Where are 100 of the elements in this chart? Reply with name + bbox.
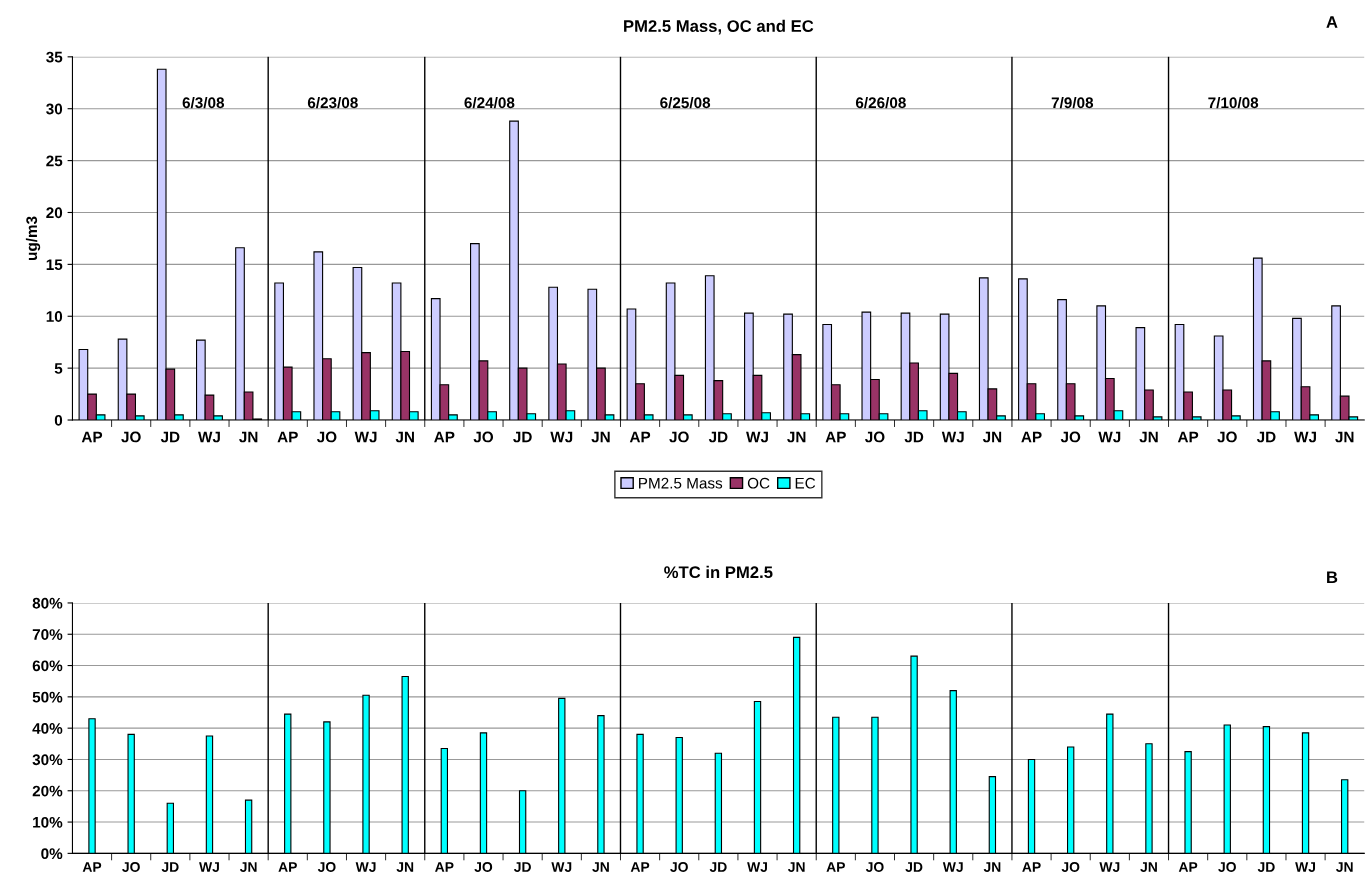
- y-tick-label: 5: [54, 363, 63, 374]
- x-tick-label: WJ: [1294, 431, 1316, 443]
- x-tick-label: JN: [1139, 431, 1158, 443]
- bar: [362, 694, 370, 854]
- x-tick-label: WJ: [941, 431, 964, 443]
- bar: [558, 697, 566, 854]
- y-tick-label: 30: [46, 103, 63, 115]
- x-tick-label: JO: [317, 862, 336, 872]
- legend-label: EC: [795, 477, 816, 489]
- x-tick-label: JO: [1061, 862, 1080, 872]
- x-tick-label: WJ: [355, 862, 376, 872]
- annotation: 6/24/08: [464, 96, 515, 109]
- bar: [871, 716, 879, 854]
- x-tick-label: AP: [434, 431, 455, 443]
- bar: [401, 675, 409, 854]
- x-tick-label: JN: [1335, 431, 1354, 443]
- x-tick-label: JO: [473, 431, 494, 443]
- y-tick-label: 60%: [32, 660, 63, 672]
- y-tick-label: 70%: [32, 629, 63, 640]
- x-tick-label: JD: [513, 862, 531, 872]
- y-tick-label: 15: [46, 259, 63, 271]
- x-tick-label: WJ: [942, 862, 963, 872]
- x-tick-label: WJ: [551, 862, 572, 872]
- bar: [166, 802, 175, 854]
- bar: [1184, 751, 1192, 854]
- x-tick-label: JD: [513, 431, 532, 443]
- text: A: [1326, 16, 1338, 28]
- x-tick-label: JN: [982, 431, 1002, 443]
- bar: [1341, 779, 1349, 854]
- x-tick-label: JO: [316, 431, 337, 443]
- text: B: [1327, 571, 1338, 583]
- x-tick-label: JO: [669, 431, 689, 443]
- bar: [832, 716, 840, 854]
- x-tick-label: WJ: [747, 862, 767, 872]
- annotation: 6/23/08: [307, 96, 358, 109]
- x-tick-label: AP: [1022, 862, 1041, 872]
- x-tick-label: JN: [239, 862, 257, 872]
- legend-label: OC: [747, 477, 770, 489]
- bar: [1106, 713, 1114, 854]
- bar: [440, 747, 449, 854]
- annotation: 7/10/08: [1208, 96, 1259, 109]
- x-tick-label: JO: [122, 862, 140, 872]
- x-tick-label: WJ: [354, 431, 377, 443]
- x-tick-label: WJ: [199, 862, 219, 872]
- x-tick-label: JN: [787, 431, 806, 443]
- x-tick-label: JO: [474, 862, 493, 872]
- annotation: 6/3/08: [182, 96, 225, 109]
- bar: [1262, 726, 1271, 854]
- bar: [753, 700, 762, 854]
- x-tick-label: JD: [709, 862, 727, 872]
- bar: [675, 736, 683, 854]
- bar: [1145, 743, 1153, 854]
- x-tick-label: JO: [1217, 431, 1237, 443]
- x-tick-label: AP: [630, 862, 650, 872]
- x-tick-label: JD: [160, 431, 180, 443]
- x-tick-label: JD: [1257, 862, 1275, 872]
- annotation: 6/25/08: [660, 96, 711, 109]
- x-tick-label: JN: [395, 431, 414, 443]
- bar: [714, 752, 723, 854]
- y-tick-label: 20%: [32, 785, 63, 797]
- bar: [323, 721, 331, 854]
- x-tick-label: JD: [708, 431, 728, 443]
- annotation: 7/9/08: [1051, 96, 1094, 109]
- x-tick-label: AP: [826, 862, 845, 872]
- x-tick-label: WJ: [198, 431, 220, 443]
- x-tick-label: JN: [1140, 862, 1157, 872]
- chart-title: PM2.5 Mass, OC and EC: [624, 19, 814, 35]
- y-tick-label: 20: [46, 207, 63, 219]
- bar: [1027, 758, 1036, 854]
- x-tick-label: JO: [864, 431, 885, 443]
- bar: [127, 733, 135, 854]
- y-tick-label: 10%: [33, 816, 63, 828]
- x-tick-label: AP: [1178, 862, 1198, 872]
- bar: [792, 636, 801, 854]
- bar: [949, 690, 957, 854]
- x-tick-label: JN: [239, 431, 258, 443]
- x-tick-label: JD: [905, 862, 923, 872]
- y-tick-label: 35: [46, 51, 63, 63]
- y-tick-label: 30%: [32, 754, 63, 766]
- x-tick-label: AP: [278, 862, 297, 872]
- x-tick-label: WJ: [746, 431, 768, 443]
- bar: [284, 713, 292, 854]
- bar: [518, 790, 527, 854]
- x-tick-label: AP: [629, 431, 651, 443]
- y-tick-label: 10: [46, 311, 63, 322]
- x-tick-label: JO: [670, 862, 688, 872]
- x-tick-label: AP: [1021, 431, 1042, 443]
- x-tick-label: AP: [82, 862, 102, 872]
- x-tick-label: JN: [787, 862, 805, 872]
- bar: [597, 715, 605, 854]
- x-tick-label: AP: [1177, 431, 1199, 443]
- y-axis-title: ug/m3: [25, 216, 41, 260]
- x-tick-label: JO: [865, 862, 884, 872]
- x-tick-label: AP: [825, 431, 846, 443]
- x-tick-label: AP: [277, 431, 298, 443]
- bar: [1223, 724, 1231, 854]
- x-tick-label: JN: [983, 862, 1001, 872]
- chart-title: %TC in PM2.5: [664, 565, 773, 579]
- x-tick-label: AP: [435, 862, 454, 872]
- bar: [205, 735, 214, 854]
